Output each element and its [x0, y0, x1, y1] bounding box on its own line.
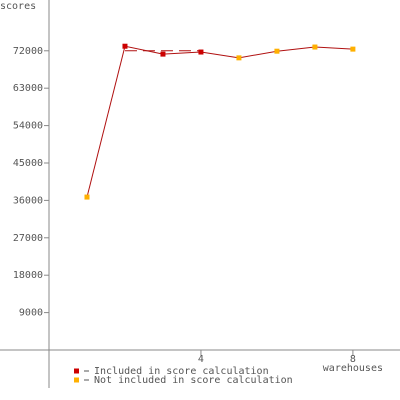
line-segment [200, 51, 240, 59]
y-tick-label: 63000 [13, 83, 43, 94]
line-segment [124, 45, 164, 55]
point [312, 44, 318, 50]
line-segment [314, 46, 353, 50]
point [160, 51, 166, 57]
legend-label: Not included in score calculation [94, 375, 293, 386]
point [122, 43, 128, 49]
point [198, 49, 204, 55]
y-tick-label: 36000 [13, 195, 43, 206]
y-tick-label: 45000 [13, 158, 43, 169]
point [236, 55, 242, 61]
legend-swatch [74, 377, 79, 383]
line-segment [162, 51, 201, 55]
x-axis-label: warehouses [323, 363, 383, 374]
y-tick-label: 72000 [13, 46, 43, 57]
point [274, 48, 280, 54]
y-tick-label: 27000 [13, 233, 43, 244]
legend-swatch [74, 368, 79, 374]
y-tick-label: 54000 [13, 121, 43, 132]
point [84, 194, 90, 200]
x-tick-label: 4 [198, 354, 204, 365]
y-tick-label: 9000 [19, 308, 43, 319]
line-segment [86, 46, 126, 198]
line-segment [276, 46, 315, 52]
y-tick-label: 18000 [13, 270, 43, 281]
point [350, 46, 356, 52]
y-axis-label: scores [0, 1, 36, 12]
x-tick-label: 8 [350, 354, 356, 365]
line-segment [238, 50, 278, 59]
legend-label: Included in score calculation [94, 366, 269, 377]
